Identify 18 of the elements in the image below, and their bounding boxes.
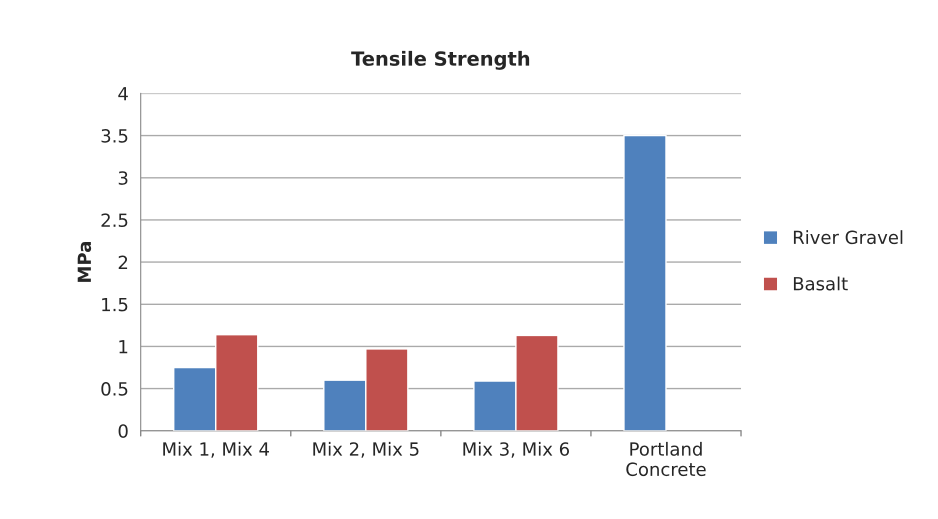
y-tick-label: 3 xyxy=(118,171,128,185)
x-tick-label: Portland Concrete xyxy=(626,442,706,476)
chart-title: Tensile Strength xyxy=(351,50,530,70)
y-tick-label: 0.5 xyxy=(101,382,128,396)
y-tick-label: 4 xyxy=(118,87,128,100)
y-tick-label: 3.5 xyxy=(102,129,128,143)
x-tick-label: Mix 1, Mix 4 xyxy=(163,442,269,458)
y-axis-title: MPa xyxy=(78,242,92,282)
x-tick-label: Mix 3, Mix 6 xyxy=(463,442,570,458)
legend-label: River Gravel xyxy=(794,230,902,244)
bar xyxy=(623,134,667,431)
x-tick-label: Mix 2, Mix 5 xyxy=(313,442,418,458)
y-tick-label: 2.5 xyxy=(102,213,128,228)
legend-label: Basalt xyxy=(794,276,848,291)
y-tick-label: 1.5 xyxy=(102,298,128,312)
y-tick-label: 1 xyxy=(119,340,128,354)
y-tick-label: 0 xyxy=(118,424,128,438)
y-tick-label: 2 xyxy=(118,256,128,269)
